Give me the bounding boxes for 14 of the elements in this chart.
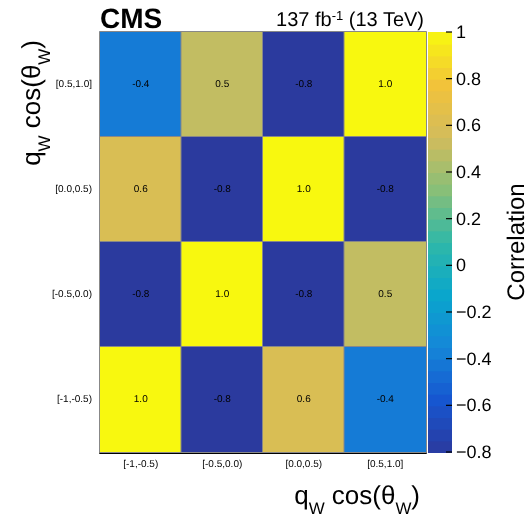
color-bar-label: 0.2 xyxy=(456,208,482,229)
color-bar-label: −0.4 xyxy=(456,348,492,369)
color-bar-label: 0 xyxy=(456,255,467,276)
color-bar-label: −0.6 xyxy=(456,395,492,416)
color-bar-label: −0.2 xyxy=(456,302,492,322)
chart-subtitle: 137 fb$^{-1}$ (13 TeV) xyxy=(276,9,424,32)
chart-title: CMS xyxy=(100,2,163,34)
color-bar-label: 1 xyxy=(456,22,467,42)
x-axis-title: q$_{W}$ cos(θ$_{W}$) xyxy=(294,480,420,518)
color-bar-title: Correlation xyxy=(502,183,530,301)
color-bar-label: 0.6 xyxy=(456,115,482,136)
color-bar-label: 0.4 xyxy=(456,162,482,182)
color-bar-label: 0.8 xyxy=(456,68,482,89)
color-bar-label: −0.8 xyxy=(456,442,492,462)
